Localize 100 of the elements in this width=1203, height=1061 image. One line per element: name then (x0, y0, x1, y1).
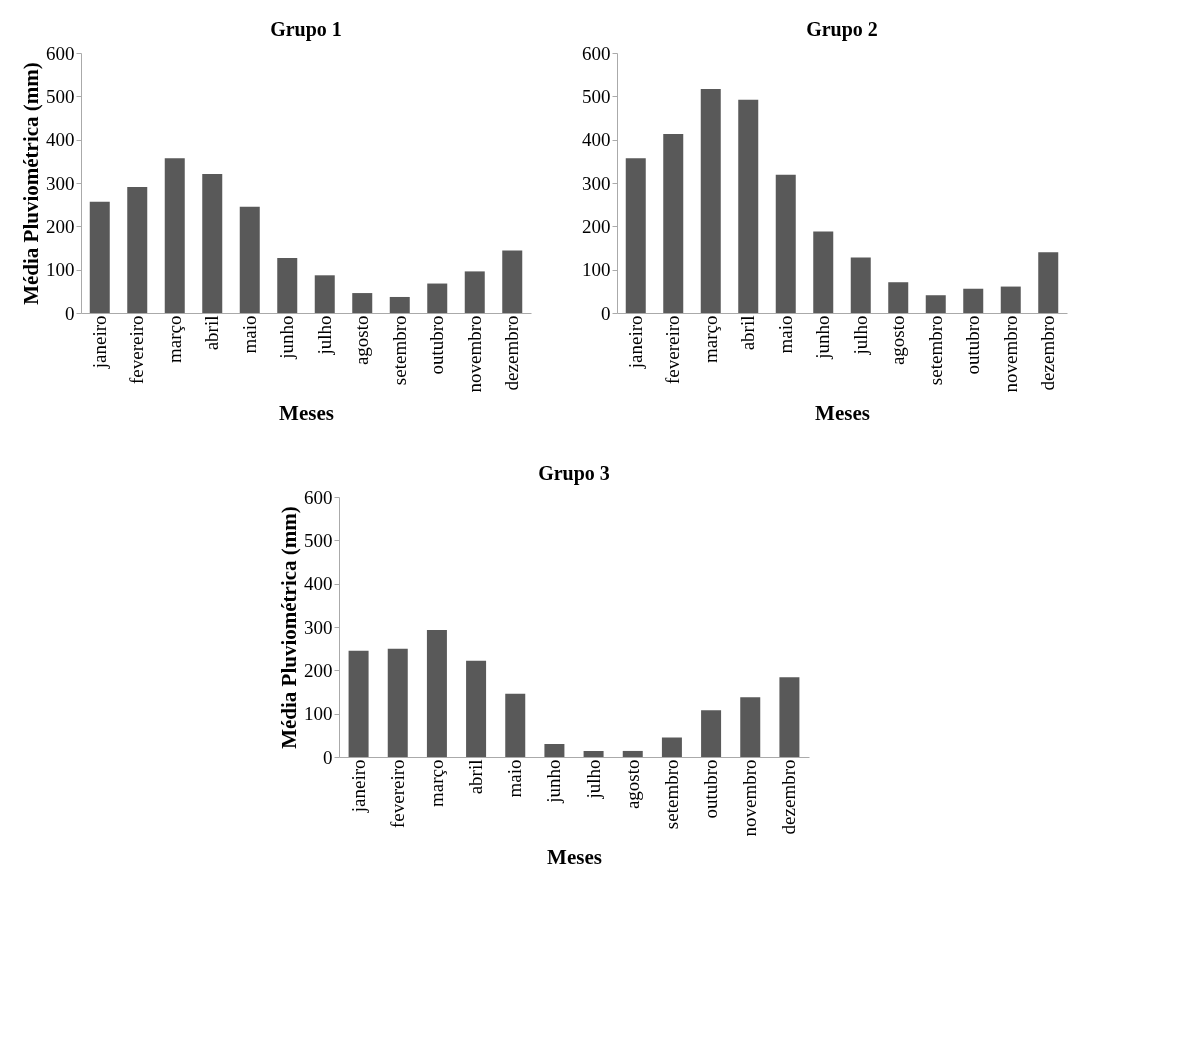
x-tick-label: setembro (660, 759, 682, 830)
x-tick-label: junho (276, 315, 298, 360)
x-tick-label: outubro (700, 759, 722, 819)
x-tick-label: dezembro (1037, 315, 1059, 391)
bar (89, 201, 110, 313)
y-tick-label: 200 (304, 659, 333, 681)
x-tick-label: outubro (962, 315, 984, 375)
x-axis-title: Meses (815, 400, 870, 425)
chart-title: Grupo 2 (806, 18, 878, 41)
x-tick-label: outubro (426, 315, 448, 375)
bar (202, 173, 223, 313)
x-tick-label: setembro (924, 315, 946, 386)
y-tick-label: 200 (582, 215, 611, 237)
bar (466, 660, 487, 757)
y-axis-title: Média Pluviométrica (mm) (277, 506, 301, 749)
bar (963, 288, 984, 313)
x-tick-label: abril (465, 759, 487, 795)
y-tick-label: 400 (304, 573, 333, 595)
x-tick-label: março (163, 315, 185, 363)
bar (544, 744, 565, 757)
x-tick-label: novembro (463, 315, 485, 393)
x-tick-label: janeiro (624, 315, 646, 370)
y-tick-label: 500 (46, 85, 75, 107)
y-tick-label: 100 (46, 259, 75, 281)
bar (505, 693, 526, 757)
bar (701, 710, 722, 757)
bar (625, 158, 646, 313)
x-axis-title: Meses (547, 844, 602, 869)
y-tick-label: 500 (304, 529, 333, 551)
x-tick-label: abril (737, 315, 759, 351)
y-tick-label: 0 (601, 302, 611, 324)
y-tick-label: 500 (582, 85, 611, 107)
bar (502, 250, 523, 313)
bar (352, 293, 373, 313)
bar (239, 206, 260, 313)
y-tick-label: 400 (46, 129, 75, 151)
x-tick-label: junho (812, 315, 834, 360)
bar (813, 231, 834, 313)
x-tick-label: agosto (351, 315, 373, 366)
x-tick-label: novembro (739, 759, 761, 837)
bar (738, 99, 759, 313)
x-tick-label: dezembro (501, 315, 523, 391)
bar (464, 271, 485, 313)
bar (925, 295, 946, 313)
y-tick-label: 0 (323, 746, 333, 768)
chart-title: Grupo 1 (270, 18, 342, 41)
y-tick-label: 600 (46, 42, 75, 64)
bar (583, 750, 604, 757)
x-tick-label: março (425, 759, 447, 807)
chart-title: Grupo 3 (538, 462, 610, 485)
bar (127, 186, 148, 313)
bar (779, 677, 800, 757)
bar (426, 630, 447, 757)
y-tick-label: 0 (65, 302, 75, 324)
bar (1000, 286, 1021, 313)
bar (661, 737, 682, 757)
x-tick-label: maio (504, 759, 526, 798)
x-tick-label: agosto (621, 759, 643, 810)
x-tick-label: dezembro (778, 759, 800, 835)
x-tick-label: julho (313, 315, 335, 356)
bar (277, 257, 298, 313)
x-tick-label: janeiro (88, 315, 110, 370)
x-axis-title: Meses (279, 400, 334, 425)
x-tick-label: setembro (388, 315, 410, 386)
bar (389, 296, 410, 313)
bar (700, 88, 721, 313)
x-tick-label: junho (543, 759, 565, 804)
y-tick-label: 300 (46, 172, 75, 194)
y-tick-label: 200 (46, 215, 75, 237)
bar (427, 283, 448, 313)
bar (850, 257, 871, 313)
bar (888, 282, 909, 313)
x-tick-label: março (699, 315, 721, 363)
bar (622, 750, 643, 757)
x-tick-label: fevereiro (662, 315, 684, 385)
bar (164, 158, 185, 313)
bar (1038, 252, 1059, 313)
x-tick-label: maio (238, 315, 260, 354)
y-tick-label: 300 (304, 616, 333, 638)
y-axis-title: Média Pluviométrica (mm) (19, 62, 43, 305)
x-tick-label: julho (849, 315, 871, 356)
y-tick-label: 100 (304, 703, 333, 725)
y-tick-label: 600 (304, 486, 333, 508)
y-tick-label: 600 (582, 42, 611, 64)
y-tick-label: 300 (582, 172, 611, 194)
bar (387, 648, 408, 757)
y-tick-label: 100 (582, 259, 611, 281)
y-tick-label: 400 (582, 129, 611, 151)
x-tick-label: agosto (887, 315, 909, 366)
x-tick-label: julho (582, 759, 604, 800)
x-tick-label: novembro (999, 315, 1021, 393)
bar (348, 650, 369, 757)
x-tick-label: fevereiro (126, 315, 148, 385)
bar (314, 275, 335, 313)
x-tick-label: abril (201, 315, 223, 351)
bar (740, 697, 761, 757)
bar (775, 174, 796, 313)
x-tick-label: fevereiro (386, 759, 408, 829)
bar (663, 134, 684, 313)
x-tick-label: janeiro (347, 759, 369, 814)
